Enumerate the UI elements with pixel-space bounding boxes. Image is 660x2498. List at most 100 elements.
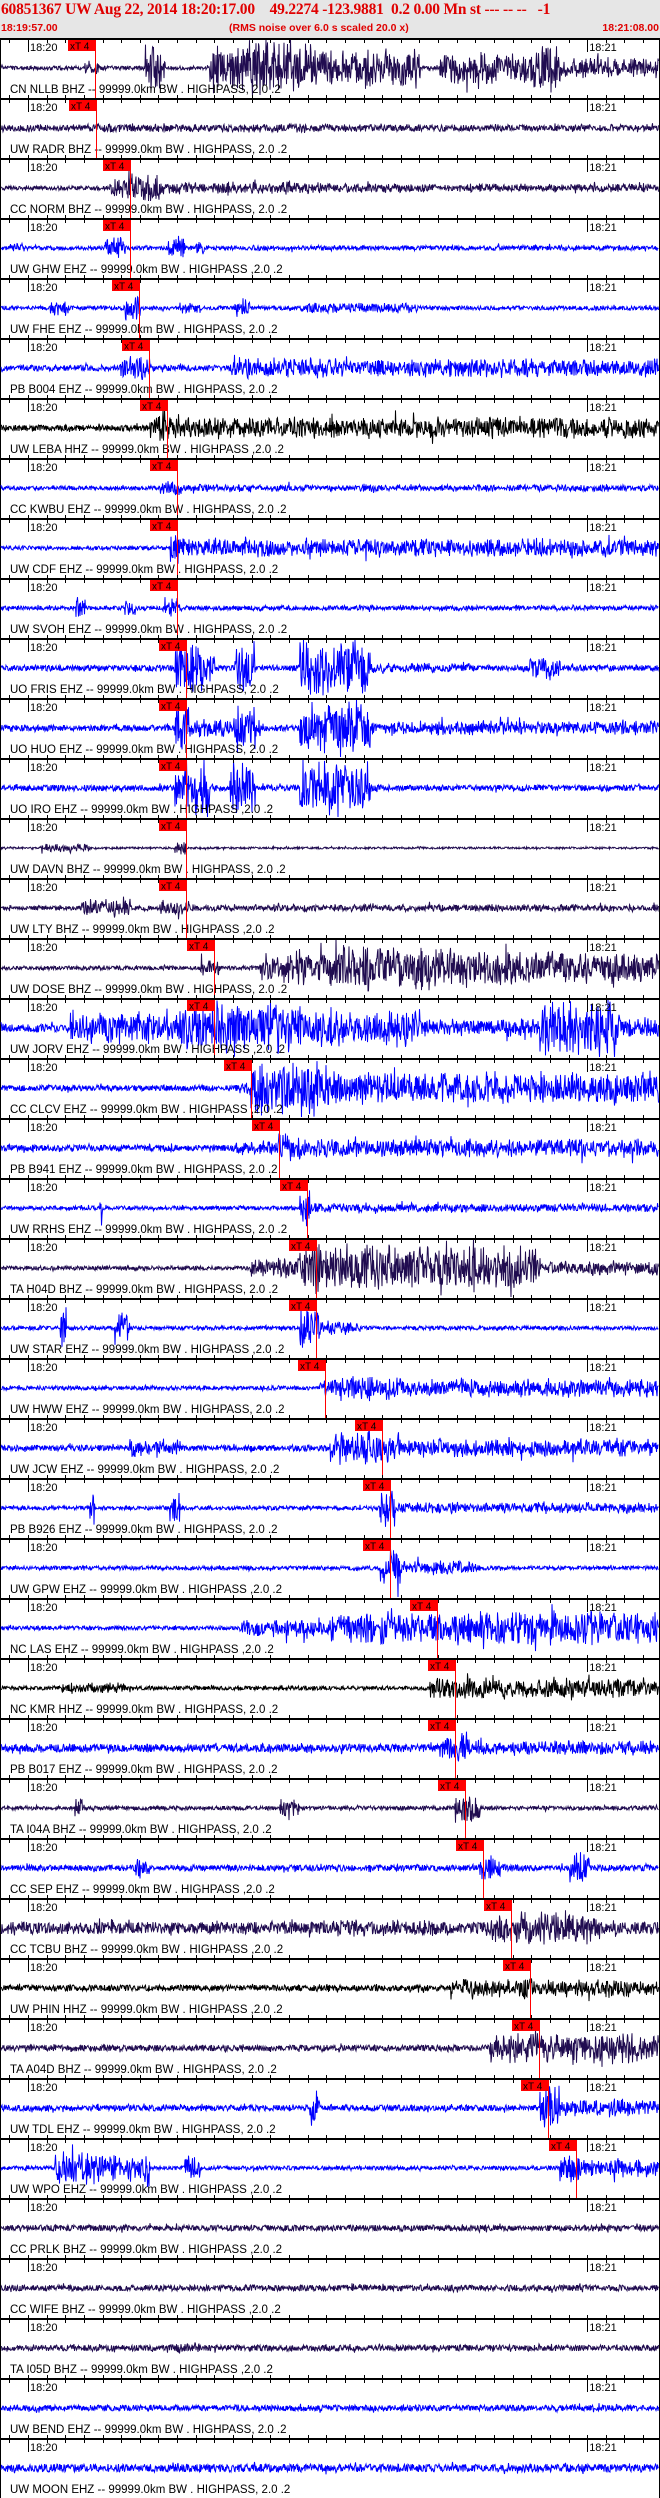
station-label: CC TCBU BHZ -- 99999.0km BW . HIGHPASS ,… bbox=[10, 1944, 283, 1956]
time-tick-label: 18:21 bbox=[589, 1662, 617, 1674]
waveform bbox=[0, 38, 659, 98]
waveform bbox=[0, 1422, 659, 1465]
time-tick-label: 18:20 bbox=[30, 282, 58, 294]
pick-marker[interactable] bbox=[289, 1240, 317, 1251]
pick-marker[interactable] bbox=[363, 1540, 391, 1551]
trace-row: 18:20 18:21 UW LEBA HHZ -- 99999.0km BW . … bbox=[0, 395, 660, 458]
trace-row: 18:20 18:21 UW GHW EHZ -- 99999.0km BW . H… bbox=[0, 215, 660, 278]
time-tick-label: 18:20 bbox=[30, 1722, 58, 1734]
pick-marker[interactable] bbox=[252, 1120, 280, 1131]
time-tick-label: 18:21 bbox=[589, 822, 617, 834]
pick-label: xT 4 bbox=[161, 702, 181, 713]
waveform bbox=[0, 1673, 659, 1701]
pick-marker[interactable] bbox=[140, 400, 168, 411]
waveform bbox=[0, 481, 659, 496]
waveform bbox=[0, 2223, 659, 2234]
pick-marker[interactable] bbox=[69, 100, 97, 111]
pick-marker[interactable] bbox=[224, 1060, 252, 1071]
event-header: 60851367 UW Aug 22, 2014 18:20:17.00 49.… bbox=[0, 0, 660, 38]
time-tick-label: 18:20 bbox=[30, 342, 58, 354]
pick-marker[interactable] bbox=[103, 220, 131, 231]
pick-marker[interactable] bbox=[549, 2140, 577, 2151]
station-label: UW LEBA HHZ -- 99999.0km BW . HIGHPASS ,… bbox=[10, 444, 284, 456]
pick-marker[interactable] bbox=[355, 1420, 383, 1431]
time-tick-label: 18:21 bbox=[589, 582, 617, 594]
waveform bbox=[0, 1852, 659, 1883]
start-time: 18:19:57.00 bbox=[1, 22, 58, 34]
pick-marker[interactable] bbox=[159, 760, 187, 771]
pick-marker[interactable] bbox=[187, 940, 215, 951]
pick-marker[interactable] bbox=[428, 1660, 456, 1671]
time-tick-label: 18:21 bbox=[589, 1062, 617, 1074]
pick-marker[interactable] bbox=[512, 2020, 540, 2031]
time-tick-label: 18:20 bbox=[30, 1422, 58, 1434]
pick-marker[interactable] bbox=[159, 700, 187, 711]
waveform bbox=[0, 2461, 659, 2475]
pick-marker[interactable] bbox=[289, 1300, 317, 1311]
station-label: UW TDL EHZ -- 99999.0km BW . HIGHPASS, 2… bbox=[10, 2124, 276, 2136]
station-label: TA A04D BHZ -- 99999.0km BW . HIGHPASS, … bbox=[10, 2064, 277, 2076]
pick-marker[interactable] bbox=[280, 1180, 308, 1191]
pick-marker[interactable] bbox=[159, 640, 187, 651]
waveform bbox=[0, 1238, 659, 1298]
time-tick-label: 18:21 bbox=[589, 342, 617, 354]
time-tick-label: 18:21 bbox=[589, 1962, 617, 1974]
trace-row: 18:20 18:21 TA I04A BHZ -- 99999.0km BW . … bbox=[0, 1775, 660, 1838]
pick-marker[interactable] bbox=[456, 1840, 484, 1851]
pick-marker[interactable] bbox=[150, 520, 178, 531]
pick-label: xT 4 bbox=[226, 1062, 246, 1073]
station-label: UO HUO EHZ -- 99999.0km BW . HIGHPASS, 2… bbox=[10, 744, 278, 756]
pick-marker[interactable] bbox=[410, 1600, 438, 1611]
trace-row: 18:20 18:21 CC NORM BHZ -- 99999.0km BW . … bbox=[0, 155, 660, 218]
time-tick-label: 18:21 bbox=[589, 882, 617, 894]
waveform bbox=[0, 699, 659, 758]
time-tick-label: 18:20 bbox=[30, 42, 58, 54]
trace-row: 18:20 18:21 UW LTY BHZ -- 99999.0km BW . H… bbox=[0, 875, 660, 938]
waveform bbox=[1, 407, 659, 444]
pick-marker[interactable] bbox=[150, 460, 178, 471]
pick-marker[interactable] bbox=[428, 1720, 456, 1731]
pick-label: xT 4 bbox=[440, 1782, 460, 1793]
pick-marker[interactable] bbox=[521, 2080, 549, 2091]
time-tick-label: 18:21 bbox=[589, 1422, 617, 1434]
waveform bbox=[0, 534, 659, 564]
pick-marker[interactable] bbox=[484, 1900, 512, 1911]
pick-marker[interactable] bbox=[150, 580, 178, 591]
trace-row: 18:20 18:21 UW DOSE BHZ -- 99999.0km BW . … bbox=[0, 935, 660, 998]
pick-marker[interactable] bbox=[112, 280, 140, 291]
waveform bbox=[0, 1978, 659, 2002]
pick-marker[interactable] bbox=[122, 340, 150, 351]
trace-row: 18:20 18:21 UW JCW EHZ -- 99999.0km BW . H… bbox=[0, 1415, 660, 1478]
waveform bbox=[0, 758, 659, 818]
pick-label: xT 4 bbox=[161, 822, 181, 833]
pick-marker[interactable] bbox=[159, 880, 187, 891]
pick-marker[interactable] bbox=[438, 1780, 466, 1791]
time-tick-label: 18:20 bbox=[30, 2082, 58, 2094]
time-tick-label: 18:20 bbox=[30, 1182, 58, 1194]
pick-label: xT 4 bbox=[365, 1482, 385, 1493]
pick-marker[interactable] bbox=[159, 820, 187, 831]
waveform bbox=[0, 1548, 659, 1598]
pick-marker[interactable] bbox=[363, 1480, 391, 1491]
pick-marker[interactable] bbox=[103, 160, 131, 171]
station-label: UW MOON EHZ -- 99999.0km BW . HIGHPASS, … bbox=[10, 2484, 290, 2496]
time-tick-label: 18:21 bbox=[589, 282, 617, 294]
pick-label: xT 4 bbox=[71, 102, 91, 113]
time-tick-label: 18:21 bbox=[589, 1782, 617, 1794]
station-label: CC PRLK BHZ -- 99999.0km BW . HIGHPASS ,… bbox=[10, 2244, 282, 2256]
pick-marker[interactable] bbox=[503, 1960, 531, 1971]
pick-label: xT 4 bbox=[514, 2022, 534, 2033]
time-tick-label: 18:21 bbox=[589, 1842, 617, 1854]
pick-marker[interactable] bbox=[187, 1000, 215, 1011]
waveform bbox=[0, 122, 659, 134]
pick-marker[interactable] bbox=[298, 1360, 326, 1371]
time-tick-label: 18:21 bbox=[589, 1002, 617, 1014]
pick-label: xT 4 bbox=[300, 1362, 320, 1373]
station-label: CC WIFE BHZ -- 99999.0km BW . HIGHPASS ,… bbox=[10, 2304, 281, 2316]
pick-label: xT 4 bbox=[551, 2142, 571, 2153]
station-label: TA I04A BHZ -- 99999.0km BW . HIGHPASS, … bbox=[10, 1824, 272, 1836]
waveform bbox=[0, 354, 659, 381]
pick-marker[interactable] bbox=[68, 40, 96, 51]
time-tick-label: 18:21 bbox=[589, 1122, 617, 1134]
station-label: UW SVOH EHZ -- 99999.0km BW . HIGHPASS, … bbox=[10, 624, 287, 636]
